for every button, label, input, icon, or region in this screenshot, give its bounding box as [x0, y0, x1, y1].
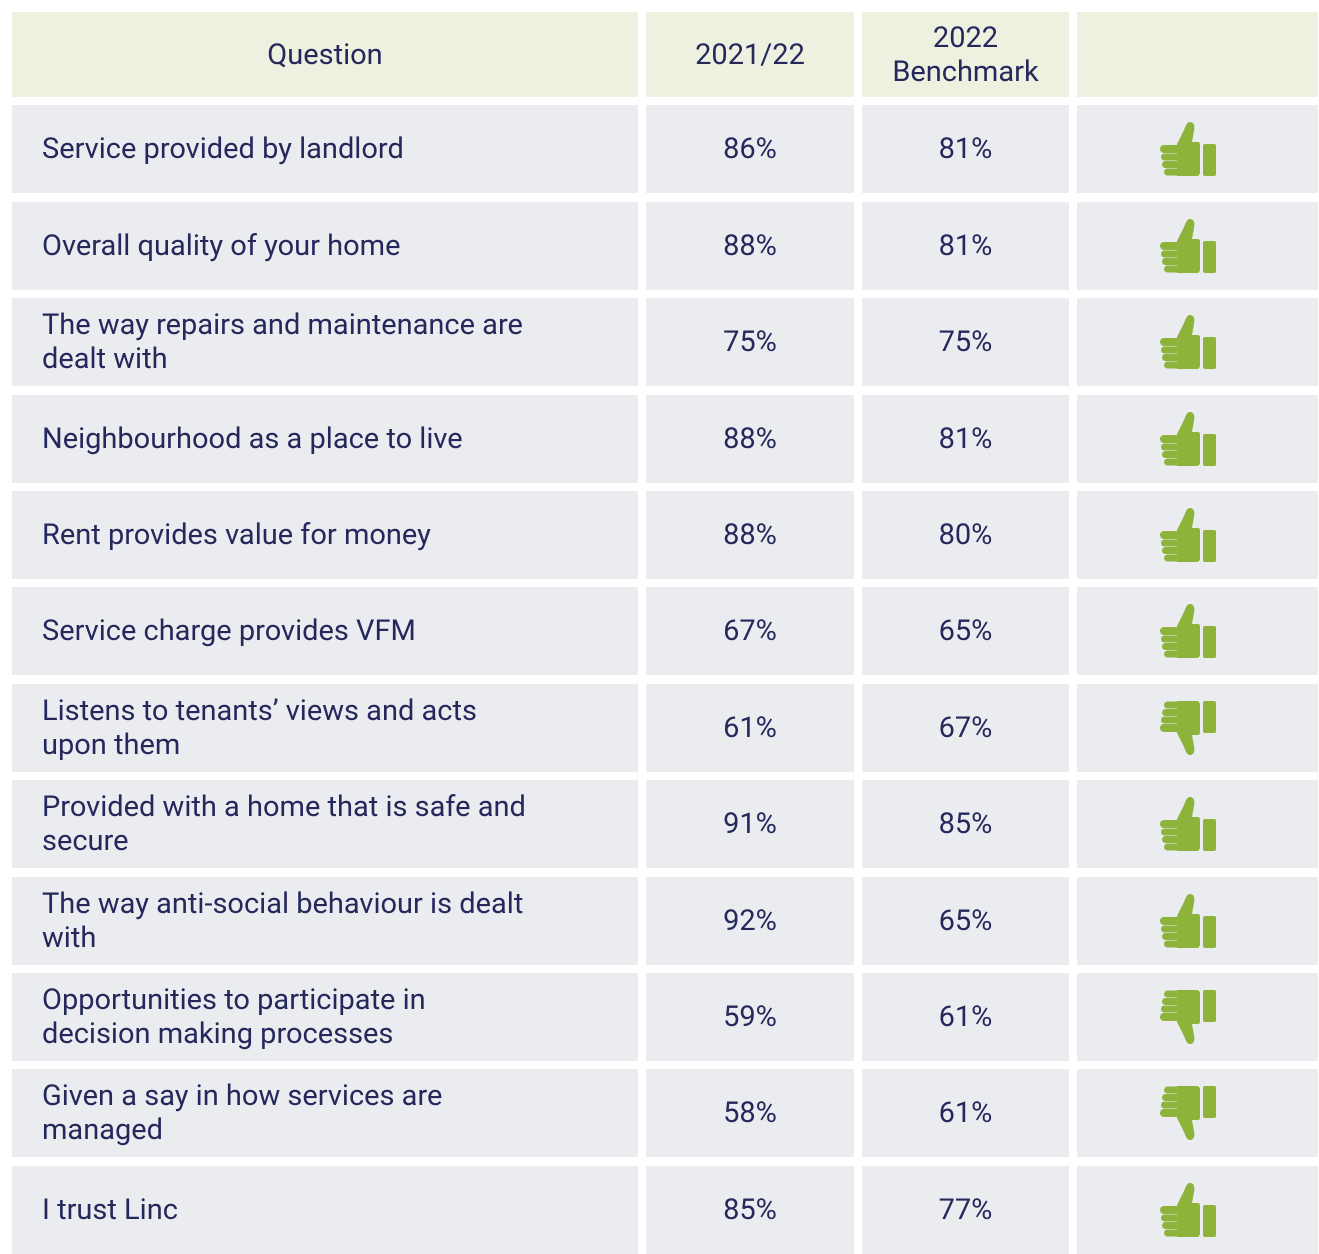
icon-cell [1077, 298, 1318, 387]
thumb-up [1159, 411, 1216, 466]
question-cell: I trust Linc [12, 1165, 638, 1254]
benchmark-cell: 65% [862, 587, 1069, 676]
icon-cell [1077, 394, 1318, 483]
benchmark-cell: 81% [862, 105, 1069, 194]
question-cell: The way repairs and maintenance are deal… [12, 298, 638, 387]
result-cell: 91% [646, 780, 854, 869]
icon-cell [1077, 780, 1318, 869]
icon-cell [1077, 972, 1318, 1061]
header-cell: 2022 Benchmark [862, 12, 1069, 97]
thumb-up [1159, 893, 1216, 948]
thumb-up [1159, 122, 1216, 177]
header-cell: Question [12, 12, 638, 97]
result-cell: 92% [646, 876, 854, 965]
question-cell: Given a say in how services are managed [12, 1069, 638, 1158]
icon-cell [1077, 1165, 1318, 1254]
benchmark-cell: 61% [862, 972, 1069, 1061]
icon-cell [1077, 1069, 1318, 1158]
result-cell: 58% [646, 1069, 854, 1158]
question-cell: Opportunities to participate in decision… [12, 972, 638, 1061]
result-cell: 88% [646, 490, 854, 579]
question-cell: Listens to tenants’ views and acts upon … [12, 683, 638, 772]
icon-cell [1077, 683, 1318, 772]
benchmark-cell: 65% [862, 876, 1069, 965]
thumb-up [1159, 797, 1216, 852]
icon-cell [1077, 876, 1318, 965]
result-cell: 61% [646, 683, 854, 772]
benchmark-cell: 61% [862, 1069, 1069, 1158]
thumb-down [1159, 989, 1216, 1044]
thumb-up [1159, 218, 1216, 273]
header-cell-blank [1077, 12, 1318, 97]
result-cell: 67% [646, 587, 854, 676]
question-cell: Service provided by landlord [12, 105, 638, 194]
question-cell: The way anti-social behaviour is dealt w… [12, 876, 638, 965]
question-cell: Overall quality of your home [12, 201, 638, 290]
icon-cell [1077, 490, 1318, 579]
thumb-up [1159, 604, 1216, 659]
result-cell: 75% [646, 298, 854, 387]
question-cell: Neighbourhood as a place to live [12, 394, 638, 483]
table: Question 2021/22 2022 Benchmark Service pro… [12, 12, 1318, 1254]
result-cell: 88% [646, 394, 854, 483]
result-cell: 88% [646, 201, 854, 290]
benchmark-cell: 81% [862, 201, 1069, 290]
header-cell: 2021/22 [646, 12, 854, 97]
result-cell: 85% [646, 1165, 854, 1254]
thumb-down [1159, 700, 1216, 755]
thumb-up [1159, 315, 1216, 370]
question-cell: Provided with a home that is safe and se… [12, 780, 638, 869]
question-cell: Rent provides value for money [12, 490, 638, 579]
question-cell: Service charge provides VFM [12, 587, 638, 676]
icon-cell [1077, 587, 1318, 676]
benchmark-cell: 77% [862, 1165, 1069, 1254]
icon-cell [1077, 105, 1318, 194]
benchmark-cell: 67% [862, 683, 1069, 772]
benchmark-cell: 80% [862, 490, 1069, 579]
benchmark-cell: 75% [862, 298, 1069, 387]
icon-cell [1077, 201, 1318, 290]
thumb-down [1159, 1086, 1216, 1141]
benchmark-cell: 81% [862, 394, 1069, 483]
thumb-up [1159, 1182, 1216, 1237]
thumb-up [1159, 507, 1216, 562]
result-cell: 86% [646, 105, 854, 194]
benchmark-cell: 85% [862, 780, 1069, 869]
result-cell: 59% [646, 972, 854, 1061]
